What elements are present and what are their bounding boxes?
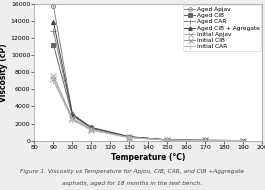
Initial CAR [128, 137, 131, 139]
Line: Initial Apjav: Initial Apjav [51, 73, 246, 143]
X-axis label: Temperature (°C): Temperature (°C) [111, 153, 186, 162]
Aged CIB + Agregate [242, 139, 245, 142]
Line: Aged Apjav: Aged Apjav [51, 3, 245, 143]
Initial CIB [52, 78, 55, 80]
Aged CIB [90, 127, 93, 129]
Aged Apjav [242, 139, 245, 142]
Line: Aged CIB: Aged CIB [51, 43, 245, 143]
Aged Apjav [90, 126, 93, 128]
Aged CIB [166, 139, 169, 141]
Line: Initial CIB: Initial CIB [51, 76, 246, 143]
Aged CIB [204, 139, 207, 142]
Aged CAR [242, 139, 245, 142]
Initial CIB [71, 118, 74, 120]
Y-axis label: Viscosity (cP): Viscosity (cP) [0, 43, 8, 101]
Aged CAR [90, 127, 93, 129]
Aged CAR [166, 139, 169, 141]
Initial Apjav [128, 136, 131, 139]
Aged CIB [52, 44, 55, 46]
Initial Apjav [90, 128, 93, 131]
Text: Figure 1. Viscosity vs Temperature for Apjou, CIB, CAR, and CIB +Aggregate: Figure 1. Viscosity vs Temperature for A… [20, 169, 245, 174]
Initial CAR [242, 139, 245, 142]
Initial CAR [71, 119, 74, 121]
Initial CIB [166, 139, 169, 141]
Aged Apjav [204, 139, 207, 142]
Legend: Aged Apjav, Aged CIB, Aged CAR, Aged CIB + Agregate, Initial Apjav, Initial CIB,: Aged Apjav, Aged CIB, Aged CAR, Aged CIB… [183, 5, 261, 51]
Initial CAR [52, 80, 55, 82]
Aged CIB + Agregate [128, 136, 131, 138]
Aged Apjav [52, 4, 55, 7]
Aged CIB + Agregate [71, 113, 74, 116]
Aged Apjav [128, 136, 131, 138]
Aged CAR [204, 139, 207, 142]
Line: Aged CAR: Aged CAR [51, 28, 246, 143]
Initial Apjav [52, 74, 55, 77]
Aged CIB [242, 139, 245, 142]
Initial CAR [204, 139, 207, 142]
Aged Apjav [71, 113, 74, 115]
Initial Apjav [71, 117, 74, 120]
Initial CAR [166, 139, 169, 141]
Aged CIB + Agregate [166, 139, 169, 141]
Initial Apjav [166, 139, 169, 141]
Initial Apjav [242, 139, 245, 142]
Aged CAR [52, 30, 55, 32]
Aged CIB + Agregate [90, 127, 93, 129]
Initial CIB [204, 139, 207, 142]
Line: Initial CAR: Initial CAR [51, 78, 246, 143]
Initial CIB [128, 136, 131, 139]
Aged CIB [71, 115, 74, 117]
Aged CIB + Agregate [52, 21, 55, 23]
Initial CIB [242, 139, 245, 142]
Aged CIB [128, 136, 131, 138]
Initial CAR [90, 129, 93, 131]
Aged Apjav [166, 139, 169, 141]
Aged CAR [71, 114, 74, 116]
Text: asphalts, aged for 18 months in the test bench.: asphalts, aged for 18 months in the test… [63, 181, 202, 186]
Aged CIB + Agregate [204, 139, 207, 142]
Initial CIB [90, 129, 93, 131]
Initial Apjav [204, 139, 207, 142]
Line: Aged CIB + Agregate: Aged CIB + Agregate [51, 20, 245, 142]
Aged CAR [128, 136, 131, 138]
